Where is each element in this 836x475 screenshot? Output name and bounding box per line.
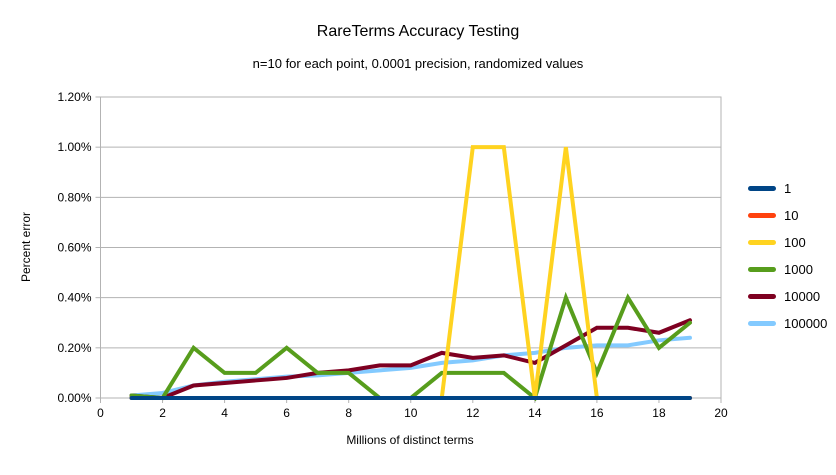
legend-swatch-icon <box>748 186 776 191</box>
x-tick-label: 14 <box>528 406 542 420</box>
y-tick-label: 0.80% <box>57 190 91 204</box>
legend-label: 1 <box>784 181 792 196</box>
x-tick-label: 8 <box>345 406 352 420</box>
legend-swatch-icon <box>748 267 776 272</box>
series-lines <box>129 145 692 402</box>
legend-item-10000: 10000 <box>748 283 827 310</box>
legend-item-100000: 100000 <box>748 310 827 337</box>
legend-item-1000: 1000 <box>748 256 827 283</box>
legend-item-10: 10 <box>748 202 827 229</box>
y-tick-label: 1.20% <box>57 90 91 104</box>
chart-subtitle: n=10 for each point, 0.0001 precision, r… <box>253 56 584 71</box>
x-tick-label: 18 <box>652 406 666 420</box>
x-tick-label: 16 <box>590 406 604 420</box>
legend-swatch-icon <box>748 240 776 245</box>
y-tick-label: 0.40% <box>57 291 91 305</box>
axis-labels: 0.00% 0.20% 0.40% 0.60% 0.80% 1.00% 1.20% 0 2 4 6 8… <box>57 90 728 420</box>
y-tick-label: 0.20% <box>57 341 91 355</box>
x-tick-label: 20 <box>714 406 728 420</box>
chart-title: RareTerms Accuracy Testing <box>317 23 519 40</box>
gridlines <box>100 96 722 399</box>
y-tick-label: 0.60% <box>57 241 91 255</box>
x-tick-label: 10 <box>404 406 418 420</box>
y-tick-label: 0.00% <box>57 391 91 405</box>
legend-swatch-icon <box>748 294 776 299</box>
legend-label: 100000 <box>784 316 828 331</box>
legend-item-1: 1 <box>748 175 827 202</box>
y-tick-label: 1.00% <box>57 140 91 154</box>
legend-label: 10000 <box>784 289 821 304</box>
legend-label: 10 <box>784 208 799 223</box>
x-tick-label: 12 <box>466 406 480 420</box>
x-tick-label: 4 <box>221 406 228 420</box>
legend-label: 100 <box>784 235 806 250</box>
legend-label: 1000 <box>784 262 813 277</box>
x-tick-label: 6 <box>283 406 290 420</box>
y-axis-title: Percent error <box>19 212 33 282</box>
series-line-100 <box>129 145 692 400</box>
x-tick-label: 2 <box>159 406 166 420</box>
x-axis-title: Millions of distinct terms <box>346 433 473 447</box>
x-tick-label: 0 <box>97 406 104 420</box>
legend-swatch-icon <box>748 213 776 218</box>
legend: 1 10 100 1000 10000 100000 <box>748 175 827 337</box>
series-line-10000 <box>129 318 692 401</box>
legend-swatch-icon <box>748 321 776 326</box>
legend-item-100: 100 <box>748 229 827 256</box>
